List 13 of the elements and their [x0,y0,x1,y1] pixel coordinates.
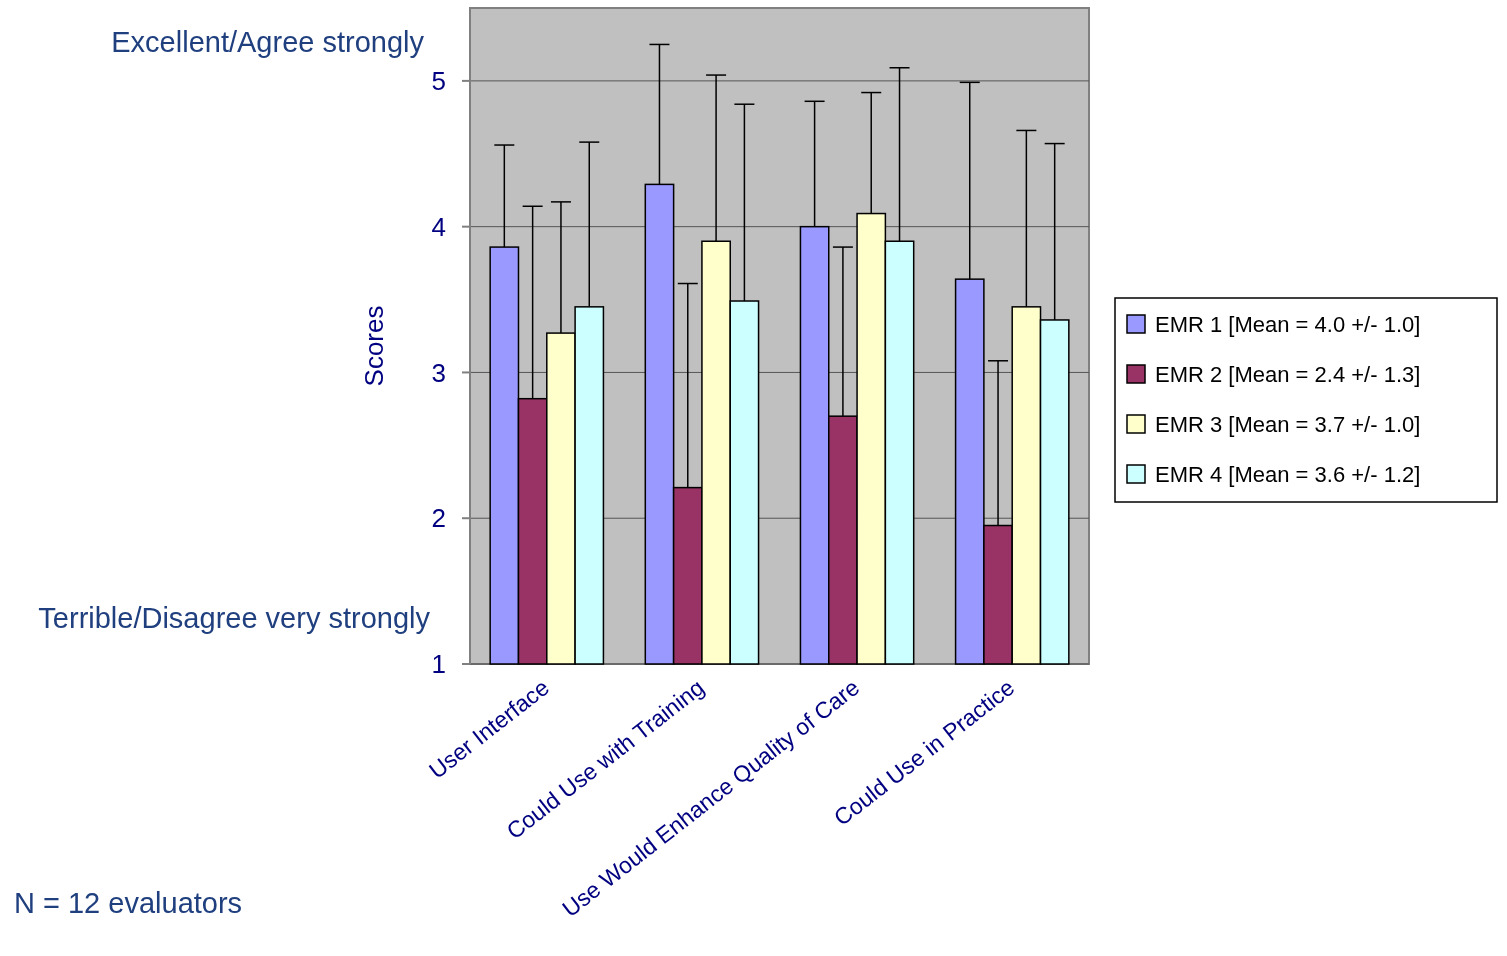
text: Terrible/Disagree very strongly [38,602,431,635]
y-tick-label: 5 [431,65,446,96]
y-tick-label: 4 [431,211,446,242]
legend-label: EMR 1 [Mean = 4.0 +/- 1.0] [1155,311,1421,337]
y-tick-label: 1 [431,649,446,680]
legend-label: EMR 3 [Mean = 3.7 +/- 1.0] [1155,411,1421,437]
y-tick-label: 3 [431,357,446,388]
legend-label: EMR 4 [Mean = 3.6 +/- 1.2] [1155,461,1421,487]
y-tick-label: 2 [431,503,446,534]
text: Excellent/Agree strongly [111,26,425,59]
text: N = 12 evaluators [14,887,243,920]
y-axis-title: Scores [359,305,389,387]
legend-label: EMR 2 [Mean = 2.4 +/- 1.3] [1155,361,1421,387]
